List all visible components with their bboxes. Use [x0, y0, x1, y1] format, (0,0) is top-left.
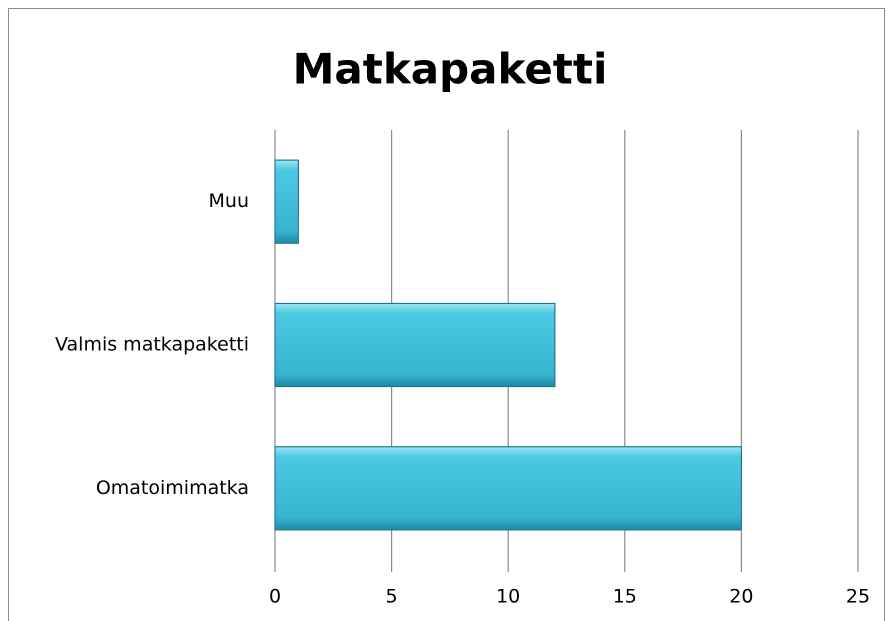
- x-tick-label: 10: [496, 586, 520, 608]
- bar-outline: [274, 302, 556, 388]
- y-tick-label: Omatoimimatka: [96, 477, 249, 499]
- x-tick-label: 0: [269, 586, 281, 608]
- bar-outline: [274, 159, 299, 244]
- x-tick-label: 15: [613, 586, 637, 608]
- x-tick-label: 5: [386, 586, 398, 608]
- x-tick-label: 20: [729, 586, 753, 608]
- x-tick-label: 25: [846, 586, 870, 608]
- bar: [274, 159, 299, 244]
- chart-title: Matkapaketti: [293, 45, 608, 94]
- bar: [274, 302, 556, 388]
- y-tick-label: Valmis matkapaketti: [55, 334, 249, 356]
- bar-outline: [274, 446, 742, 531]
- chart-frame: [8, 8, 885, 621]
- bar: [274, 446, 742, 531]
- y-tick-label: Muu: [209, 190, 249, 212]
